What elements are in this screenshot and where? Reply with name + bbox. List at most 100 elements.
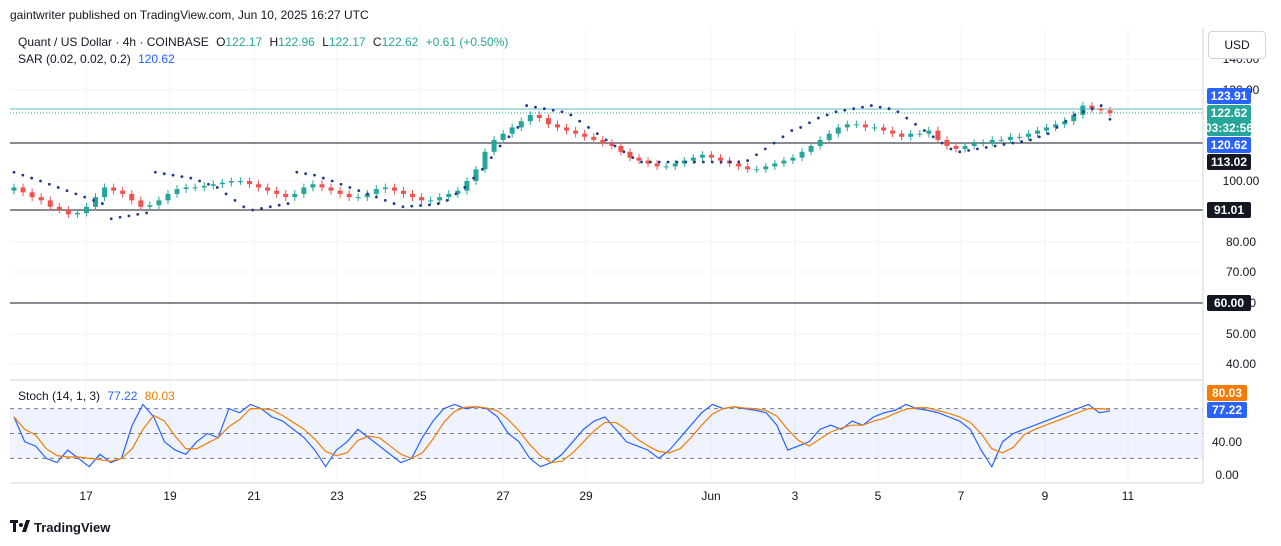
stoch-d-value: 80.03 <box>144 389 175 403</box>
sar-dot <box>746 159 750 162</box>
candle-body <box>373 189 379 194</box>
sar-dot <box>516 126 520 129</box>
candle-body <box>29 192 35 198</box>
candle-body <box>890 130 896 134</box>
candle-body <box>83 206 89 213</box>
sar-dot <box>613 144 617 148</box>
sar-dot <box>675 160 679 164</box>
sar-dot <box>374 195 378 199</box>
candle-body <box>301 187 307 194</box>
candle-body <box>799 151 805 158</box>
candle-body <box>337 190 343 194</box>
sar-dot <box>171 173 175 177</box>
candle-body <box>573 130 579 134</box>
sar-dot <box>136 212 140 216</box>
sar-dot <box>251 208 255 212</box>
candle-body <box>817 139 823 146</box>
candle-body <box>745 166 751 170</box>
price-label-box <box>1207 295 1251 311</box>
candle-body <box>718 157 724 161</box>
sar-dot <box>869 104 873 107</box>
sar-dot <box>958 150 962 154</box>
sar-dot <box>949 147 953 151</box>
sar-dot <box>1090 107 1094 111</box>
price-label-text: 123.91 <box>1211 89 1248 103</box>
sar-dot <box>560 110 564 114</box>
sar-dot <box>790 129 794 132</box>
sar-dot <box>781 135 785 139</box>
sar-dot <box>1011 141 1015 145</box>
candle-body <box>690 157 696 161</box>
candle-body <box>618 145 624 152</box>
sar-dot <box>967 148 970 152</box>
candle-body <box>183 187 189 190</box>
stoch-label-text: 80.03 <box>1212 386 1242 400</box>
sar-dot <box>189 176 193 180</box>
sar-dot <box>207 182 210 186</box>
candle-body <box>962 145 968 149</box>
candle-body <box>20 187 26 193</box>
candle-body <box>790 157 796 161</box>
time-tick-label: 17 <box>79 489 93 503</box>
sar-dot <box>922 129 926 132</box>
sar-dot <box>702 160 705 164</box>
candle-body <box>473 169 479 181</box>
symbol-name[interactable]: Quant / US Dollar · 4h · COINBASE <box>18 35 209 49</box>
sar-dot <box>224 192 228 196</box>
stoch-legend[interactable]: Stoch (14, 1, 3) 77.22 80.03 <box>18 389 179 403</box>
candle-body <box>47 200 53 207</box>
ohlc-open: O122.17 <box>216 35 263 49</box>
sar-dot <box>887 107 891 111</box>
sar-dot <box>313 173 316 177</box>
tradingview-brand[interactable]: TradingView <box>10 520 110 535</box>
stoch-k-line <box>13 403 1111 468</box>
sar-dots <box>12 104 1112 221</box>
candle-body <box>93 197 99 207</box>
sar-dot <box>21 173 25 177</box>
candle-body <box>980 143 986 145</box>
candle-body <box>591 136 597 140</box>
sar-dot <box>808 121 811 125</box>
candle-body <box>1071 114 1077 122</box>
sar-dot <box>940 141 944 145</box>
sar-dot <box>83 195 87 199</box>
sar-dot <box>799 126 803 129</box>
price-label-box <box>1207 120 1251 136</box>
candle-body <box>346 193 352 198</box>
sar-dot <box>383 198 387 202</box>
candle-body <box>174 189 180 194</box>
sar-dot <box>993 144 997 148</box>
candle-body <box>310 184 316 188</box>
candle-body <box>129 193 135 201</box>
candle-body <box>564 127 570 131</box>
currency-button[interactable]: USD <box>1208 31 1266 59</box>
candle-body <box>364 193 370 198</box>
candle-body <box>1062 121 1068 125</box>
sar-dot <box>878 105 882 109</box>
sar-dot <box>268 205 272 209</box>
sar-dot <box>755 153 758 157</box>
candle-body <box>645 160 651 164</box>
sar-dot <box>12 170 16 174</box>
sar-dot <box>587 126 590 129</box>
sar-dot <box>542 107 546 111</box>
candle-body <box>391 187 397 191</box>
sar-dot <box>728 160 732 164</box>
sar-dot <box>825 113 829 117</box>
candle-body <box>111 187 117 191</box>
sar-dot <box>843 108 847 112</box>
axes: 140.00130.00100.0080.0070.0060.0050.0040… <box>10 28 1260 503</box>
candle-body <box>265 187 271 191</box>
candle-body <box>808 145 814 152</box>
sar-legend[interactable]: SAR (0.02, 0.02, 0.2) 120.62 <box>18 52 179 66</box>
candles <box>11 101 1113 218</box>
candle-body <box>899 133 905 137</box>
candle-body <box>292 193 298 198</box>
candle-body <box>518 121 524 128</box>
candle-body <box>844 124 850 128</box>
candle-body <box>699 154 705 158</box>
sar-dot <box>145 211 148 215</box>
price-label-box <box>1207 88 1251 104</box>
time-tick-label: 27 <box>496 489 510 503</box>
